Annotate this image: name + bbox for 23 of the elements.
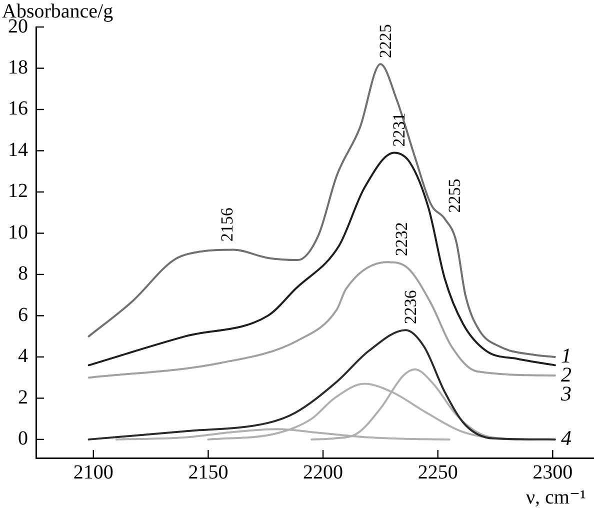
annotation: 2156 [217, 208, 236, 242]
x-tick-label: 2300 [532, 461, 573, 484]
y-tick-label: 16 [8, 98, 28, 120]
x-tick-label: 2250 [418, 461, 458, 484]
annotation: 2236 [401, 290, 420, 324]
x-axis-title: ν, cm⁻¹ [526, 486, 586, 508]
annotation: 2231 [390, 112, 409, 147]
y-tick-label: 18 [8, 56, 28, 78]
annotation: 2225 [376, 24, 395, 58]
y-tick-label: 12 [8, 180, 28, 202]
annotation: 2255 [444, 178, 464, 213]
y-tick-label: 10 [8, 221, 28, 244]
x-tick-label: 2150 [188, 461, 228, 484]
y-tick-label: 0 [18, 428, 28, 450]
y-tick-label: 14 [8, 138, 28, 161]
annotation: 2232 [392, 222, 411, 256]
x-tick-label: 2100 [73, 461, 114, 484]
x-tick-label: 2200 [303, 461, 344, 484]
y-tick-label: 8 [18, 262, 28, 285]
y-tick-label: 4 [18, 345, 28, 368]
series-label: 4 [560, 426, 572, 450]
y-tick-label: 2 [18, 386, 28, 408]
y-tick-label: 6 [18, 304, 28, 326]
